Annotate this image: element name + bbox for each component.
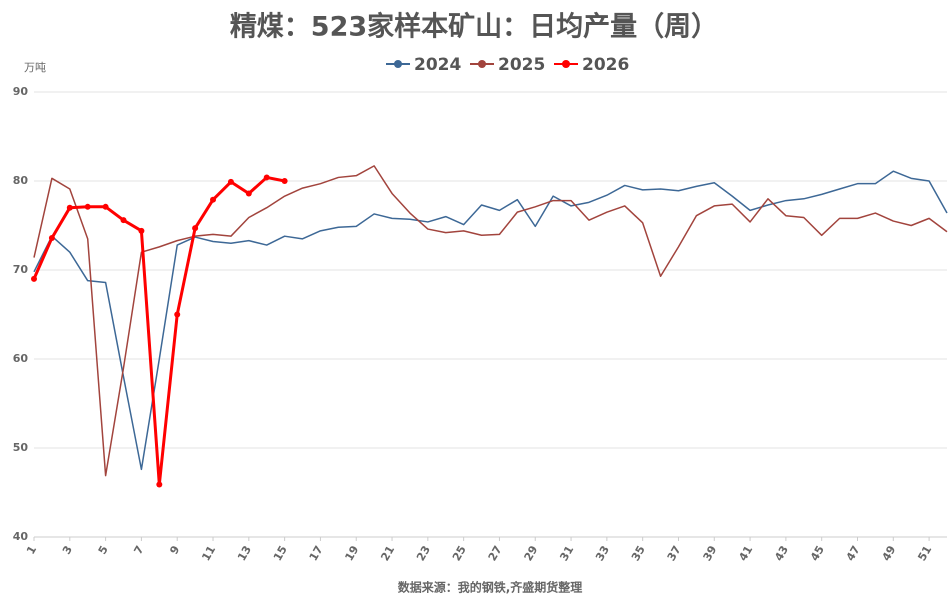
y-tick-label: 70	[13, 263, 29, 276]
legend-marker	[562, 60, 570, 68]
series-line	[32, 175, 285, 486]
series-line	[33, 170, 948, 471]
point	[245, 190, 252, 197]
point	[66, 204, 73, 211]
x-tick-label: 3	[60, 544, 75, 557]
point	[263, 174, 270, 181]
chart-title: 精煤：523家样本矿山：日均产量（周）	[230, 11, 718, 43]
point	[48, 234, 55, 241]
legend-label: 2025	[498, 55, 545, 75]
x-tick-label: 29	[522, 544, 541, 564]
x-tick-label: 37	[665, 544, 684, 564]
point	[84, 203, 91, 210]
x-tick-label: 15	[271, 544, 290, 564]
legend-marker	[394, 60, 402, 68]
x-tick-label: 47	[844, 544, 863, 564]
x-tick-label: 43	[772, 544, 791, 564]
source: 数据来源：我的钢铁,齐盛期货整理	[398, 580, 583, 595]
y-tick-label: 40	[13, 530, 29, 543]
legend-item: 2026	[554, 55, 629, 75]
y-tick-label: 50	[13, 441, 29, 454]
x-tick-label: 17	[307, 544, 326, 564]
x-tick-label: 11	[199, 544, 218, 564]
point	[138, 227, 145, 234]
point	[192, 225, 199, 232]
legend-label: 2024	[414, 55, 461, 75]
point	[156, 481, 163, 488]
point	[281, 178, 288, 184]
point	[31, 275, 37, 282]
x-tick-label: 1	[24, 544, 39, 557]
y-tick-label: 90	[13, 85, 29, 98]
legend-marker	[478, 60, 486, 68]
x-tick-label: 9	[167, 544, 182, 557]
x-tick-label: 39	[701, 544, 720, 564]
point	[120, 217, 127, 224]
x-tick-label: 41	[736, 544, 755, 564]
point	[174, 311, 181, 318]
x-tick-label: 23	[414, 544, 433, 564]
point	[210, 196, 217, 203]
x-tick-label: 21	[378, 544, 397, 564]
x-tick-label: 27	[486, 544, 505, 564]
legend-item: 2024	[386, 55, 461, 75]
x-tick-label: 7	[132, 544, 147, 557]
x-tick-label: 33	[593, 544, 612, 564]
x-tick-label: 35	[629, 544, 648, 564]
x-tick-label: 51	[915, 544, 934, 564]
y-unit: 万吨	[24, 61, 46, 74]
point	[102, 203, 109, 210]
legend-item: 2025	[470, 55, 545, 75]
point	[227, 178, 234, 185]
x-tick-label: 13	[235, 544, 254, 564]
x-tick-label: 25	[450, 544, 469, 564]
y-tick-label: 80	[13, 174, 29, 187]
x-tick-label: 5	[96, 544, 111, 557]
legend-label: 2026	[582, 55, 629, 75]
x-tick-label: 45	[808, 544, 827, 564]
y-tick-label: 60	[13, 352, 29, 365]
series-line	[33, 165, 948, 477]
x-tick-label: 31	[557, 544, 576, 564]
x-tick-label: 49	[880, 544, 899, 564]
x-tick-label: 19	[343, 544, 362, 564]
